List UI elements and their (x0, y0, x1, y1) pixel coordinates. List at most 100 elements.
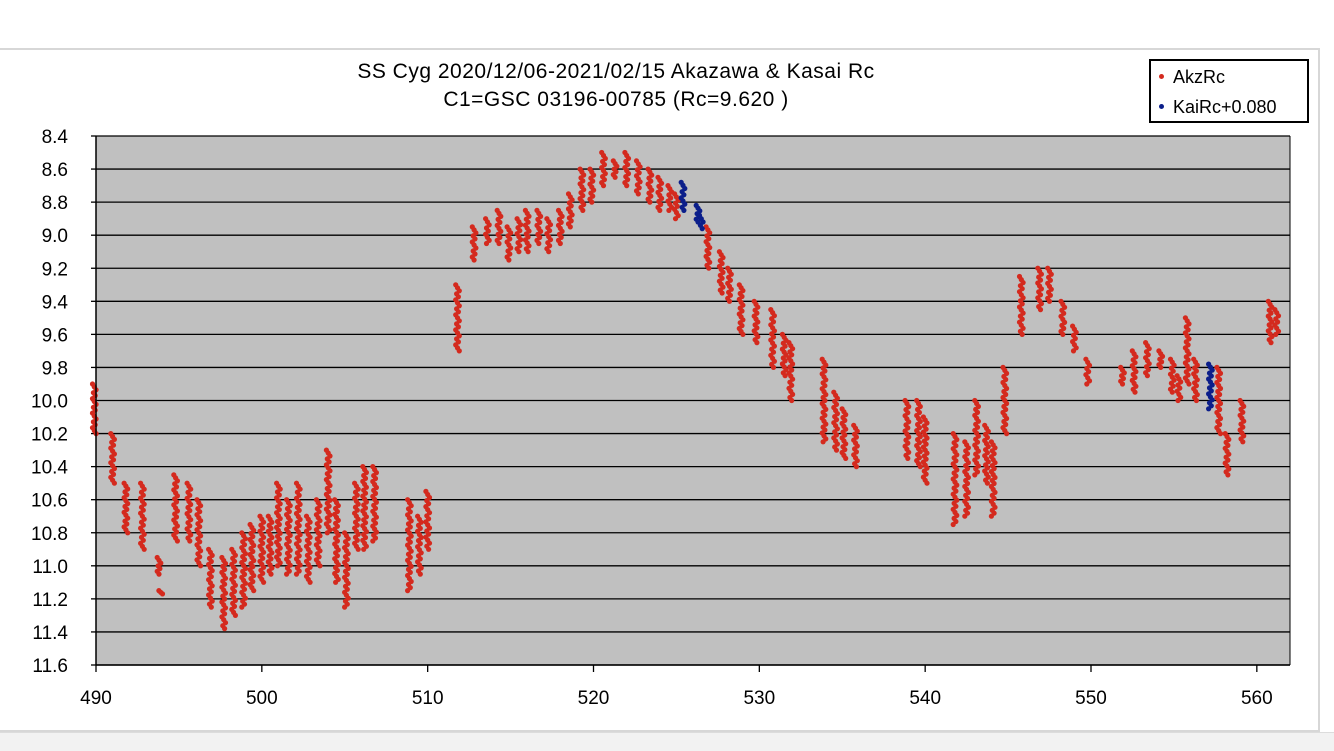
data-point (333, 579, 339, 585)
data-point (274, 563, 281, 569)
legend-item-akzrc: AkzRc (1159, 65, 1225, 89)
data-point (324, 530, 330, 536)
data-point (600, 183, 607, 189)
data-point (984, 480, 991, 486)
data-point (370, 538, 376, 544)
data-point (789, 397, 795, 404)
data-point (1169, 389, 1175, 395)
data-point (1084, 381, 1090, 387)
y-tick-label: 9.6 (42, 325, 68, 346)
data-point (820, 439, 826, 445)
data-point (589, 199, 595, 205)
data-point (657, 207, 663, 213)
chart-title: SS Cyg 2020/12/06-2021/02/15 Akazawa & K… (357, 60, 875, 83)
data-point (156, 571, 162, 577)
data-point (740, 331, 746, 337)
data-point (972, 472, 978, 478)
data-point (1217, 431, 1224, 437)
data-point (111, 480, 117, 486)
data-point (833, 447, 840, 453)
data-point (1046, 298, 1053, 304)
data-point (426, 546, 432, 552)
data-point (666, 207, 672, 213)
data-point (1158, 364, 1164, 370)
data-point (496, 240, 502, 247)
y-tick-label: 10.2 (31, 425, 68, 446)
data-point (672, 216, 679, 222)
y-tick-label: 8.6 (42, 160, 68, 181)
data-point (187, 538, 193, 544)
data-point (905, 455, 911, 461)
data-point (417, 571, 423, 577)
y-tick-label: 8.8 (42, 193, 68, 214)
data-point (580, 207, 586, 213)
data-point (355, 546, 361, 552)
data-point (471, 257, 477, 263)
data-point (456, 348, 462, 354)
data-point (706, 265, 712, 271)
data-point (853, 464, 860, 470)
y-tick-label: 10.4 (31, 458, 68, 479)
y-tick-label: 10.0 (31, 392, 68, 413)
x-tick-label: 490 (80, 688, 112, 709)
legend: AkzRc KaiRc+0.080 (1149, 59, 1309, 123)
data-point (770, 364, 777, 370)
data-point (647, 199, 653, 205)
data-point (405, 588, 411, 594)
data-point (284, 571, 290, 577)
data-point (624, 183, 630, 189)
data-point (208, 604, 214, 610)
data-point (261, 579, 267, 585)
data-point (198, 563, 204, 569)
data-point (1268, 340, 1274, 346)
data-point (754, 340, 760, 346)
data-point (1186, 381, 1192, 387)
data-point (516, 249, 522, 255)
y-tick-label: 9.4 (42, 292, 69, 313)
data-point (1273, 331, 1279, 337)
data-point (557, 240, 563, 247)
x-tick-label: 530 (743, 688, 775, 709)
y-tick-label: 11.4 (32, 623, 68, 644)
data-point (1060, 331, 1066, 337)
data-point (950, 521, 956, 528)
data-point (782, 373, 788, 379)
data-point (317, 563, 323, 569)
data-point (719, 290, 725, 296)
data-point (141, 546, 147, 552)
data-point (1193, 397, 1199, 404)
data-point (342, 604, 348, 610)
window-bottom-strip (0, 732, 1334, 751)
data-point (159, 591, 166, 597)
x-tick-label: 550 (1075, 688, 1107, 709)
data-point (1175, 397, 1181, 404)
legend-marker-blue-dot-icon (1159, 103, 1164, 109)
data-point (546, 249, 552, 255)
data-point (536, 240, 542, 247)
data-point (1037, 307, 1044, 313)
data-point (239, 604, 245, 610)
data-point (125, 530, 131, 536)
legend-marker-red-dot-icon (1159, 73, 1164, 79)
legend-label: AkzRc (1173, 67, 1226, 87)
y-tick-label: 8.4 (42, 127, 69, 148)
data-point (1119, 381, 1126, 387)
y-tick-label: 9.8 (42, 358, 68, 379)
data-point (699, 226, 705, 232)
data-point (525, 249, 531, 255)
data-point (483, 240, 490, 247)
data-point (1004, 431, 1010, 437)
data-point (251, 588, 257, 594)
series-akzrc (89, 149, 1282, 632)
data-point (726, 298, 733, 304)
data-point (1019, 331, 1025, 337)
data-point (174, 538, 180, 544)
data-point (293, 571, 300, 577)
data-point (843, 455, 849, 461)
y-tick-label: 10.8 (31, 524, 68, 545)
data-point (635, 191, 641, 197)
x-tick-label: 510 (412, 688, 444, 709)
x-tick-label: 540 (909, 688, 941, 709)
